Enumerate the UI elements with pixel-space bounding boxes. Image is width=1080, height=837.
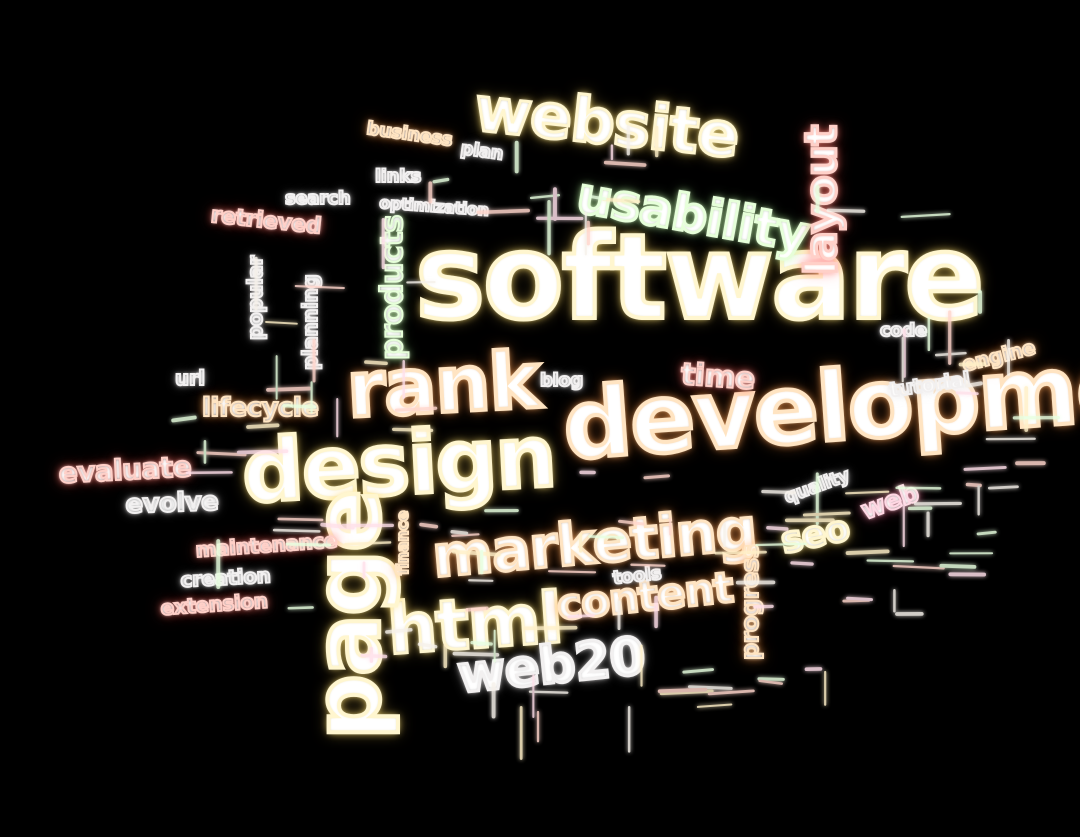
word-cloud: software development design rank website… [0, 0, 1080, 837]
filler-glyph-strokes [0, 0, 1080, 837]
